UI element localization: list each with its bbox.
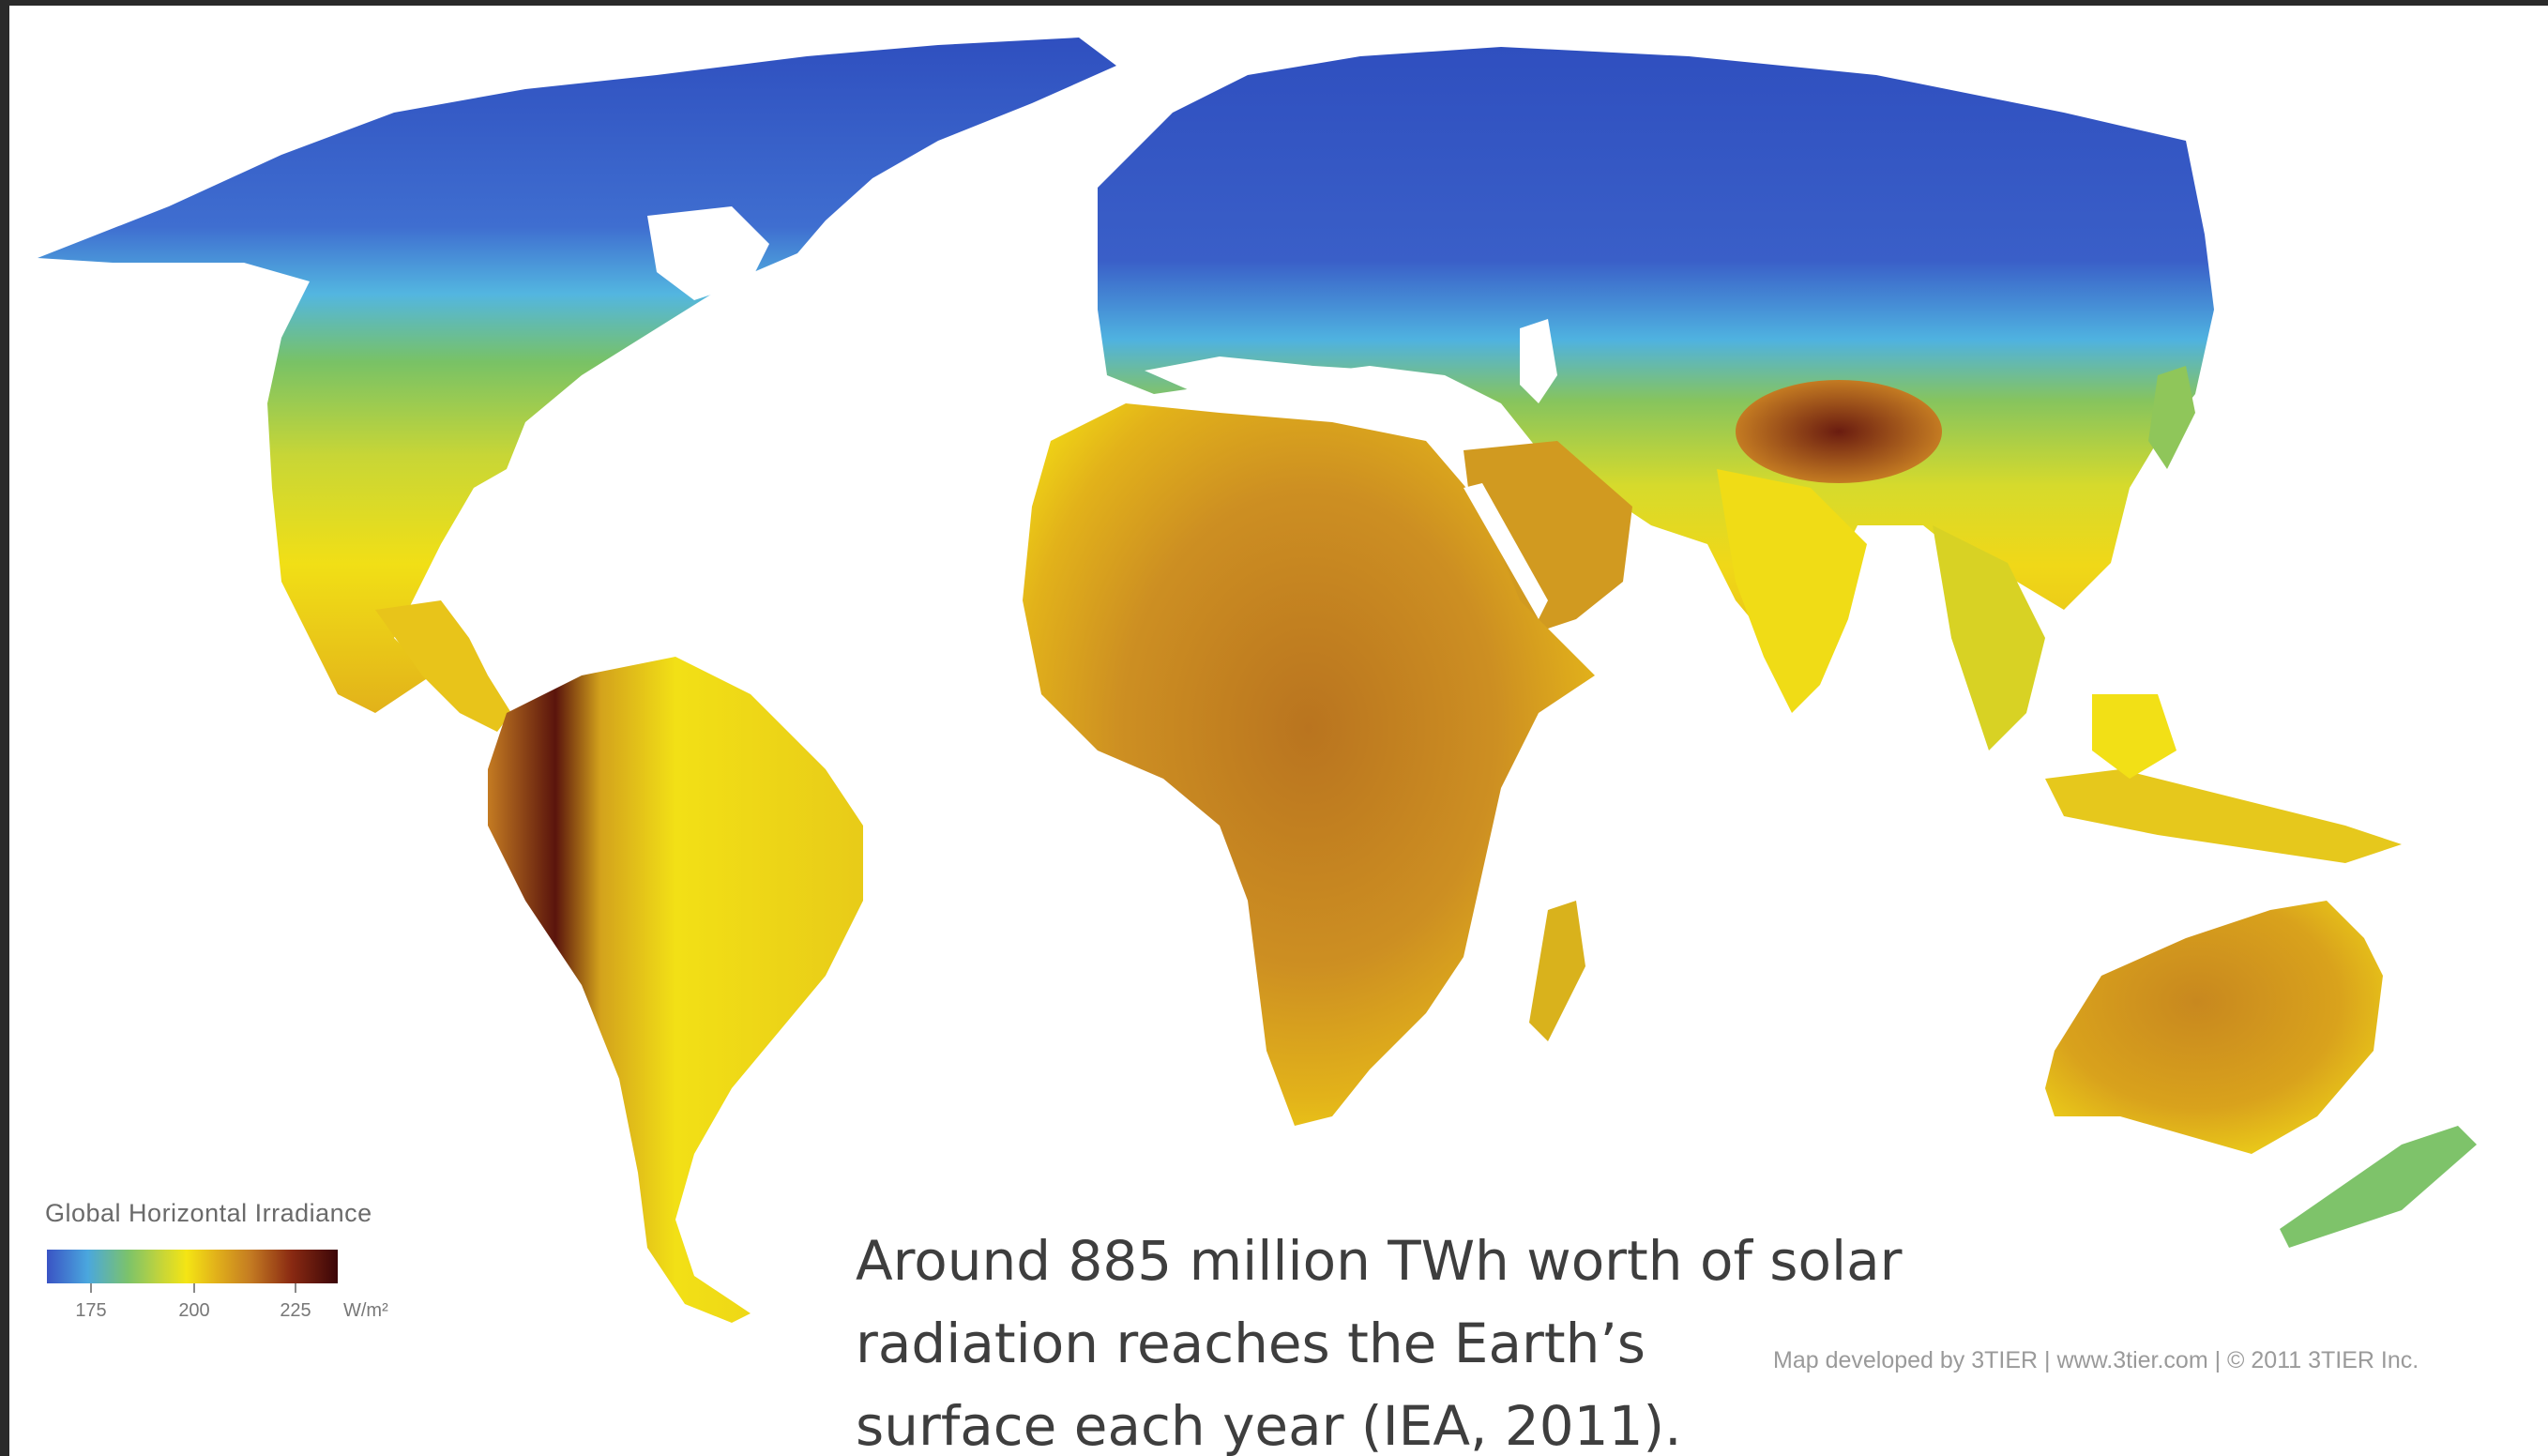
map-credit: Map developed by 3TIER | www.3tier.com |…: [1773, 1347, 2419, 1373]
eurasia: [1098, 47, 2214, 657]
africa: [1023, 403, 1595, 1126]
north-america: [38, 38, 1116, 713]
legend-tick-label: 225: [280, 1300, 311, 1321]
legend-tick-label: 175: [75, 1300, 107, 1321]
new-zealand: [2280, 1126, 2477, 1248]
indonesia: [2045, 769, 2402, 863]
legend-color-scale: [47, 1250, 338, 1283]
caption-text: Around 885 million TWh worth of solar ra…: [856, 1220, 1981, 1456]
caption-line: radiation reaches the Earth’s: [856, 1312, 1646, 1375]
red-sea: [1464, 483, 1548, 619]
irradiance-legend: Global Horizontal Irradiance 175 200 225…: [45, 1199, 458, 1340]
caspian-sea: [1520, 319, 1557, 403]
legend-tick-mark: [193, 1283, 195, 1293]
legend-tick-mark: [90, 1283, 92, 1293]
japan: [2148, 366, 2195, 469]
mediterranean-sea: [1145, 356, 1426, 403]
caption-line: surface each year (IEA, 2011).: [856, 1394, 1682, 1456]
central-america: [375, 600, 511, 732]
tibet-plateau: [1736, 380, 1942, 483]
caption-line: Around 885 million TWh worth of solar: [856, 1229, 1903, 1293]
australia: [2045, 901, 2383, 1154]
window-top-border: [0, 0, 2548, 6]
borneo: [2092, 694, 2176, 779]
india: [1717, 469, 1867, 713]
legend-unit: W/m²: [343, 1300, 388, 1321]
legend-tick-label: 200: [178, 1300, 210, 1321]
madagascar: [1529, 901, 1585, 1041]
window-left-border: [0, 0, 9, 1456]
southeast-asia: [1933, 525, 2045, 751]
legend-tick-mark: [295, 1283, 296, 1293]
south-america: [488, 657, 863, 1323]
legend-title: Global Horizontal Irradiance: [45, 1199, 372, 1227]
hudson-bay: [647, 206, 769, 300]
